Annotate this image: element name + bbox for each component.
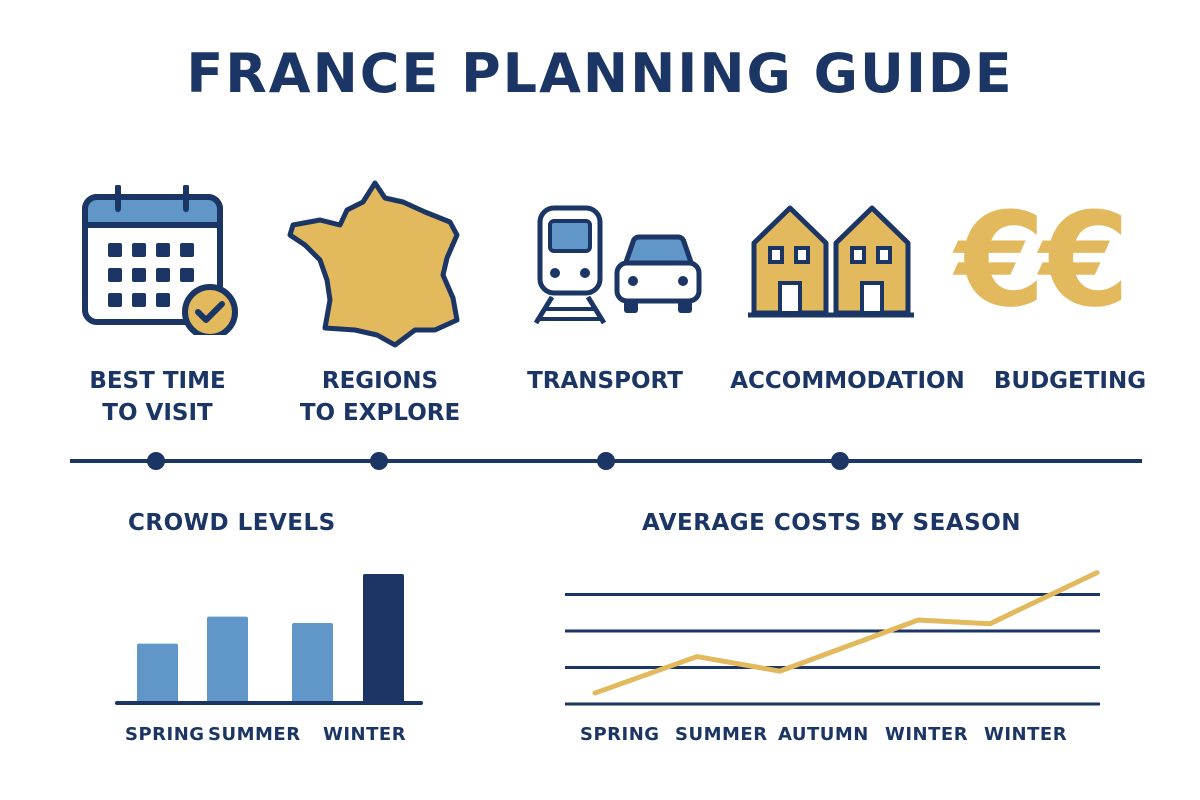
feature-transport-label: TRANSPORT [527, 368, 683, 394]
timeline-dot [831, 452, 849, 470]
feature-budgeting-label: BUDGETING [993, 368, 1147, 394]
line-tick-label: AUTUMN [778, 724, 869, 745]
train-car-icon [533, 205, 702, 325]
houses-icon [748, 205, 914, 318]
timeline-dot [147, 452, 165, 470]
bar-chart-title: CROWD LEVELS [128, 510, 336, 536]
line-chart-title: AVERAGE COSTS BY SEASON [642, 510, 1021, 536]
bar [207, 616, 248, 703]
calendar-check-icon [82, 185, 238, 335]
bar-tick-label: WINTER [323, 724, 407, 745]
bar [137, 643, 178, 703]
line-tick-label: WINTER [885, 724, 969, 745]
bar [363, 574, 404, 703]
feature-regions-label: REGIONS TO EXPLORE [299, 368, 461, 426]
euro-icon: €€ [955, 184, 1130, 336]
bar-tick-label: SUMMER [208, 724, 301, 745]
timeline [70, 452, 1142, 470]
line-tick-label: SUMMER [675, 724, 768, 745]
timeline-dot [597, 452, 615, 470]
bar [292, 623, 333, 703]
france-map-icon [287, 180, 460, 348]
line-tick-label: WINTER [984, 724, 1068, 745]
feature-accommodation-label: ACCOMMODATION [730, 368, 965, 394]
page-title: FRANCE PLANNING GUIDE [186, 42, 1014, 105]
timeline-dot [370, 452, 388, 470]
feature-best-time-label: BEST TIME TO VISIT [89, 368, 226, 426]
line-tick-label: SPRING [580, 724, 660, 745]
bar-tick-label: SPRING [125, 724, 205, 745]
cost-line [592, 570, 1100, 696]
